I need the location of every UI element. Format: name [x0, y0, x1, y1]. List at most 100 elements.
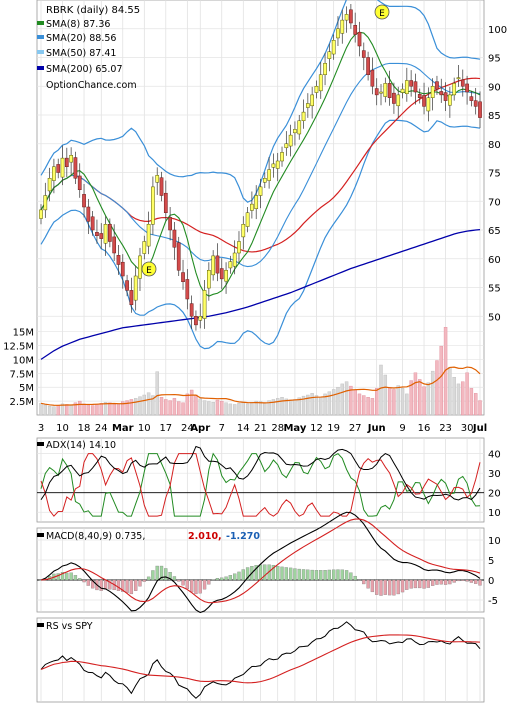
macd-histogram-bar: [198, 579, 202, 594]
earnings-markers: E E: [141, 4, 390, 277]
volume-bar: [284, 398, 289, 416]
volume-bar: [125, 400, 129, 416]
x-tick-label: 10: [56, 423, 69, 434]
volume-bar: [43, 404, 48, 416]
volume-tick-label: 10M: [13, 355, 34, 366]
volume-bar: [422, 386, 426, 416]
volume-bar: [108, 402, 112, 416]
volume-bar: [362, 395, 366, 416]
candle-body: [47, 178, 52, 192]
volume-bar: [276, 398, 280, 416]
volume-bar: [413, 372, 418, 416]
volume-bar: [478, 400, 482, 416]
volume-bar: [340, 383, 344, 416]
candle-body: [275, 160, 280, 169]
volume-bar: [405, 393, 409, 416]
volume-bar: [129, 399, 134, 416]
macd-histogram-bar: [370, 579, 375, 593]
volume-bar: [151, 395, 155, 416]
candle-body: [336, 28, 340, 39]
earnings-marker: [374, 4, 390, 20]
legend-swatch-sma50: [37, 50, 44, 54]
x-tick-label: 19: [327, 423, 340, 434]
bollinger-lower-band: [40, 119, 481, 350]
candle-body: [288, 134, 293, 147]
price-tick-label: 65: [488, 226, 501, 237]
macd-histogram-bar: [375, 579, 379, 595]
volume-bar: [448, 367, 452, 416]
candle-body: [138, 255, 142, 279]
volume-bar: [228, 403, 233, 416]
macd-histogram-bar: [211, 579, 215, 581]
candle-body: [383, 83, 388, 97]
macd-histogram-bar: [245, 567, 250, 581]
volume-tick-label: 5M: [19, 383, 34, 394]
volume-bar: [314, 395, 319, 416]
volume-bar: [211, 402, 215, 416]
macd-histogram-bar: [151, 570, 155, 581]
macd-histogram-bar: [73, 575, 78, 581]
macd-histogram-bar: [435, 579, 439, 585]
volume-bar: [349, 385, 353, 416]
candle-body: [43, 195, 48, 211]
rs-panel-label: RS vs SPY: [37, 621, 93, 632]
x-tick-label: 27: [349, 423, 362, 434]
volume-bar: [78, 400, 82, 416]
volume-bar: [237, 403, 241, 416]
candle-body: [305, 103, 310, 108]
volume-tick-label: 7.5M: [9, 369, 34, 380]
candle-body: [310, 94, 314, 107]
candle-body: [426, 97, 431, 112]
candle-body: [473, 100, 478, 107]
legend-sma200: SMA(200) 65.07: [46, 64, 123, 75]
earnings-marker-label: E: [146, 266, 152, 276]
macd-histogram-bar: [86, 579, 90, 586]
candle-body: [344, 14, 349, 21]
macd-histogram-bar: [220, 577, 224, 581]
macd-histogram-bar: [474, 579, 478, 584]
volume-bar: [336, 387, 340, 416]
candle-body: [120, 261, 125, 277]
candle-body: [396, 94, 401, 107]
volume-bar: [121, 401, 125, 416]
macd-histogram-bar: [215, 578, 220, 581]
candle-body: [146, 224, 151, 247]
macd-histogram-bar: [159, 565, 164, 581]
volume-bar: [473, 393, 478, 416]
candle-body: [387, 83, 392, 98]
candle-body: [69, 155, 73, 163]
macd-histogram-bar: [340, 569, 344, 581]
macd-histogram-bar: [271, 564, 276, 581]
svg-text:MACD(8,40,9) 0.735,: MACD(8,40,9) 0.735,: [46, 531, 145, 542]
volume-bar: [383, 374, 388, 416]
macd-histogram-bar: [224, 576, 228, 581]
macd-histogram-bar: [336, 569, 340, 581]
candle-body: [353, 25, 358, 35]
volume-bar: [155, 371, 159, 416]
volume-bar: [366, 397, 370, 416]
volume-bar: [207, 401, 211, 416]
adx-line: [40, 445, 481, 501]
legend-sma20: SMA(20) 88.56: [46, 33, 116, 44]
candle-body: [469, 96, 474, 101]
candle-body: [258, 186, 263, 196]
macd-histogram-bar: [431, 579, 435, 586]
candle-body: [262, 178, 267, 183]
macd-histogram-bar: [418, 579, 422, 589]
candle-body: [181, 272, 185, 282]
adx-tick-label: 20: [488, 489, 501, 500]
candle-body: [241, 224, 246, 238]
x-tick-label: 28: [271, 423, 284, 434]
price-tick-label: 70: [488, 197, 501, 208]
volume-bar: [250, 402, 254, 416]
volume-average-line: [40, 366, 481, 406]
x-tick-label: 16: [418, 423, 431, 434]
legend-swatch-sma200: [37, 66, 44, 70]
candle-body: [185, 279, 190, 300]
macd-histogram-bar: [465, 579, 469, 582]
price-tick-label: 80: [488, 140, 501, 151]
macd-histogram-bar: [314, 570, 319, 581]
volume-bar: [301, 395, 306, 416]
volume-bar: [172, 398, 177, 416]
candle-body: [77, 175, 82, 190]
